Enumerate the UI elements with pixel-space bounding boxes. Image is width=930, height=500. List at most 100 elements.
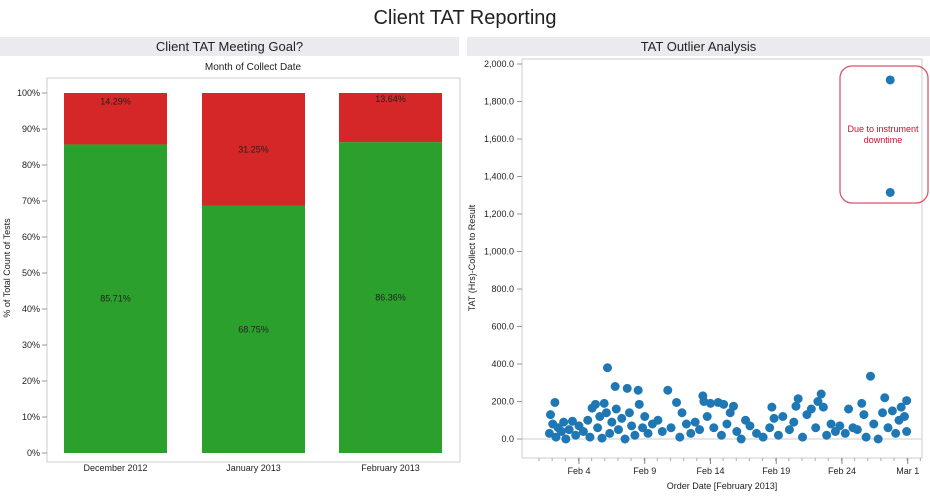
data-point <box>778 412 788 421</box>
data-point <box>634 399 644 409</box>
data-point <box>640 412 650 421</box>
data-point <box>613 425 623 435</box>
y-tick-label: 800.0 <box>491 284 514 294</box>
data-point <box>663 385 673 395</box>
plot-frame <box>521 58 923 459</box>
data-point <box>578 427 588 436</box>
data-point <box>793 394 803 404</box>
data-point <box>677 408 687 418</box>
data-point <box>666 423 676 433</box>
data-point <box>551 432 561 442</box>
data-point <box>561 434 571 444</box>
data-label: 31.25% <box>238 144 269 154</box>
data-point <box>811 423 821 433</box>
data-point <box>869 419 879 429</box>
data-point <box>622 383 632 393</box>
data-point <box>806 404 816 414</box>
annotation-box <box>839 65 929 204</box>
data-point <box>702 412 712 421</box>
data-point <box>607 417 617 427</box>
data-label: 13.64% <box>375 94 406 104</box>
x-axis-label: Order Date [February 2013] <box>667 481 778 491</box>
y-tick-label: 1,400.0 <box>484 172 514 182</box>
data-point <box>611 404 621 414</box>
data-point <box>633 385 643 395</box>
data-point <box>583 415 593 425</box>
data-point <box>617 413 627 423</box>
x-tick-label: Feb 9 <box>633 466 656 476</box>
data-point <box>736 434 746 444</box>
data-point <box>732 427 742 436</box>
data-point <box>657 427 667 436</box>
data-point <box>798 432 808 442</box>
data-point <box>590 399 600 409</box>
y-axis-label: % of Total Count of Tests <box>2 218 12 318</box>
data-point <box>544 428 554 438</box>
data-point <box>880 393 890 403</box>
dashboard-title: Client TAT Reporting <box>373 7 557 29</box>
data-point <box>885 75 895 85</box>
y-tick-label: 1,600.0 <box>484 134 514 144</box>
data-label: 68.75% <box>238 324 269 334</box>
bar-segment <box>202 205 305 453</box>
x-tick-label: Feb 24 <box>828 466 856 476</box>
data-point <box>597 433 607 443</box>
data-point <box>813 397 823 406</box>
data-point <box>729 401 739 411</box>
data-point <box>873 434 883 444</box>
data-label: 85.71% <box>100 294 131 304</box>
data-point <box>752 428 762 438</box>
data-point <box>716 430 726 440</box>
x-tick-label: Feb 14 <box>696 466 724 476</box>
data-point <box>745 421 755 431</box>
data-point <box>784 425 794 435</box>
data-point <box>672 397 682 407</box>
y-tick-label: 10% <box>22 412 40 422</box>
y-tick-label: 60% <box>22 232 40 242</box>
data-label: 14.29% <box>100 96 131 106</box>
bar-segment <box>339 142 442 453</box>
data-point <box>719 399 729 409</box>
data-point <box>844 404 854 414</box>
data-point <box>758 432 768 442</box>
y-tick-label: 1,000.0 <box>484 247 514 257</box>
y-tick-label: 20% <box>22 376 40 386</box>
data-point <box>878 408 888 418</box>
bar-chart: Month of Collect Date 0% 10% 20% 30% 40% 50% 60… <box>2 62 461 473</box>
data-point <box>567 416 577 426</box>
x-tick-label: February 2013 <box>361 463 420 473</box>
data-point <box>595 412 605 421</box>
y-tick-label: 600.0 <box>491 322 514 332</box>
data-point <box>767 402 777 412</box>
data-point <box>773 430 783 440</box>
data-point <box>585 432 595 442</box>
data-point <box>859 410 869 420</box>
data-point <box>722 419 732 429</box>
scatter-chart-title: TAT Outlier Analysis <box>467 37 930 56</box>
column-header: Month of Collect Date <box>205 62 302 73</box>
data-point <box>865 371 875 381</box>
data-point <box>902 396 912 406</box>
data-point <box>709 423 719 433</box>
data-point <box>883 423 893 433</box>
y-tick-label: 200.0 <box>491 397 514 407</box>
data-point <box>681 419 691 429</box>
data-point <box>556 427 566 436</box>
y-tick-label: 1,800.0 <box>484 97 514 107</box>
data-point <box>706 398 715 408</box>
y-tick-label: 80% <box>22 160 40 170</box>
data-point <box>638 423 648 433</box>
x-tick-label: January 2013 <box>226 463 281 473</box>
data-point <box>601 408 611 418</box>
y-axis-label: TAT (Hrs)-Collect to Result <box>467 204 477 311</box>
data-point <box>826 419 836 429</box>
data-point <box>686 428 696 438</box>
y-tick-label: 400.0 <box>491 359 514 369</box>
y-tick-label: 50% <box>22 268 40 278</box>
data-point <box>550 397 560 407</box>
y-tick-label: 40% <box>22 304 40 314</box>
data-point <box>675 432 685 442</box>
y-tick-label: 90% <box>22 124 40 134</box>
x-tick-label: Mar 1 <box>896 466 919 476</box>
x-tick-label: Feb 19 <box>762 466 790 476</box>
